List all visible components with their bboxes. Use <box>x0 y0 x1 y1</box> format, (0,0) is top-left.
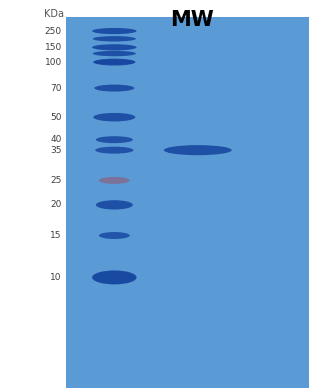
Ellipse shape <box>93 36 136 42</box>
Ellipse shape <box>93 113 135 121</box>
Text: MW: MW <box>170 10 214 30</box>
Bar <box>66 17 309 388</box>
Text: 250: 250 <box>45 26 62 36</box>
Ellipse shape <box>96 200 133 210</box>
Ellipse shape <box>92 44 137 50</box>
Ellipse shape <box>96 136 133 143</box>
Text: 150: 150 <box>44 43 62 52</box>
Ellipse shape <box>164 145 232 155</box>
Ellipse shape <box>99 232 130 239</box>
Text: KDa: KDa <box>44 9 64 19</box>
Text: 35: 35 <box>50 146 62 155</box>
Text: 40: 40 <box>50 135 62 144</box>
Text: 20: 20 <box>50 200 62 210</box>
Ellipse shape <box>93 59 135 66</box>
Ellipse shape <box>95 147 133 154</box>
Text: 50: 50 <box>50 113 62 122</box>
Text: 15: 15 <box>50 231 62 240</box>
Text: 25: 25 <box>50 176 62 185</box>
Ellipse shape <box>93 59 135 65</box>
Ellipse shape <box>94 85 134 92</box>
Ellipse shape <box>92 270 137 284</box>
Text: 100: 100 <box>44 57 62 67</box>
Text: 10: 10 <box>50 273 62 282</box>
Ellipse shape <box>99 177 130 184</box>
Ellipse shape <box>92 28 137 34</box>
Ellipse shape <box>93 51 136 56</box>
Text: 70: 70 <box>50 83 62 93</box>
